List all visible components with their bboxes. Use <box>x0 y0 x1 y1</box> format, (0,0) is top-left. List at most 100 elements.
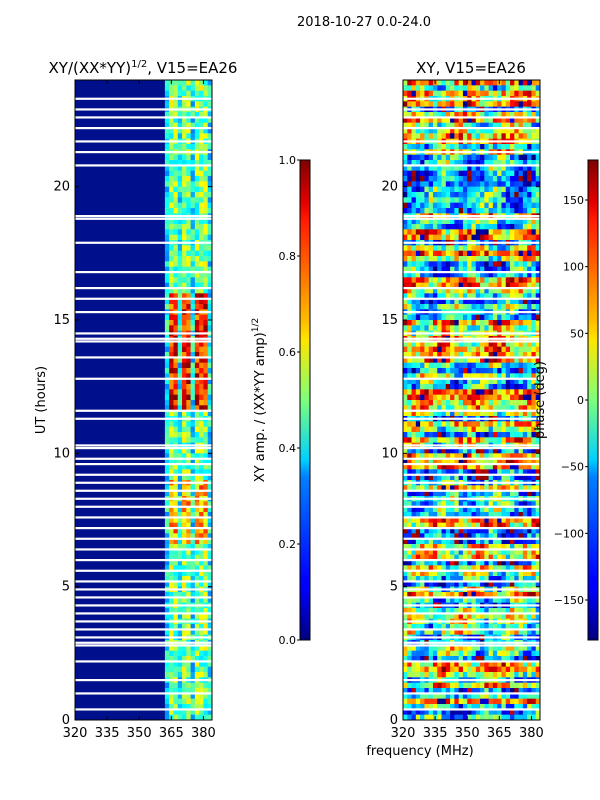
phase-heatmap-cell <box>531 528 537 534</box>
phase-heatmap-cell <box>484 528 490 534</box>
phase-heatmap-cell <box>432 421 438 428</box>
phase-heatmap-cell <box>407 277 412 284</box>
amplitude-heatmap-cell <box>186 656 191 662</box>
phase-heatmap-cell <box>497 528 502 534</box>
phase-heatmap-cell <box>471 208 477 214</box>
amplitude-heatmap-cell <box>186 256 191 262</box>
phase-heatmap-cell <box>450 554 455 561</box>
phase-heatmap-cell <box>454 629 460 636</box>
phase-heatmap-cell <box>484 432 490 438</box>
phase-heatmap-cell <box>454 346 460 353</box>
amplitude-heatmap-cell <box>182 165 187 172</box>
phase-heatmap-cell <box>467 437 472 444</box>
phase-heatmap-cell <box>454 432 460 438</box>
phase-heatmap-cell <box>522 400 528 406</box>
phase-heatmap-cell <box>411 250 417 257</box>
phase-heatmap-cell <box>441 661 447 668</box>
phase-heatmap-cell <box>467 165 472 172</box>
amplitude-heatmap-cell <box>177 170 183 177</box>
amplitude-heatmap-cell <box>182 682 187 689</box>
amplitude-heatmap-cell <box>199 346 204 353</box>
phase-heatmap-cell <box>501 512 507 518</box>
phase-heatmap-cell <box>420 197 425 204</box>
phase-heatmap-cell <box>492 176 498 182</box>
phase-heatmap-cell <box>522 608 528 614</box>
amplitude-heatmap-cell <box>194 698 200 705</box>
phase-heatmap-cell <box>497 229 502 236</box>
phase-heatmap-cell <box>471 389 477 396</box>
phase-heatmap-cell <box>403 650 408 657</box>
amplitude-heatmap-cell <box>194 448 200 454</box>
amplitude-heatmap-cell <box>203 400 209 406</box>
phase-heatmap-cell <box>522 197 528 204</box>
phase-heatmap-cell <box>407 176 412 182</box>
amplitude-flagged-row <box>75 332 212 335</box>
phase-heatmap-cell <box>420 250 425 257</box>
phase-heatmap-cell <box>411 272 417 278</box>
phase-heatmap-cell <box>480 666 485 673</box>
phase-heatmap-cell <box>492 613 498 620</box>
phase-heatmap-cell <box>411 256 417 262</box>
amplitude-heatmap-cell <box>190 314 196 321</box>
phase-heatmap-cell <box>428 202 434 209</box>
phase-heatmap-cell <box>484 90 490 97</box>
phase-heatmap-cell <box>475 170 481 177</box>
phase-heatmap-cell <box>441 672 447 678</box>
amplitude-heatmap-cell <box>182 517 187 524</box>
phase-heatmap-cell <box>531 490 537 497</box>
phase-heatmap-cell <box>407 373 412 380</box>
amplitude-heatmap-cell <box>190 714 196 720</box>
phase-heatmap-cell <box>424 474 430 481</box>
phase-heatmap-cell <box>403 154 408 161</box>
amplitude-flagged-row <box>75 140 212 143</box>
amplitude-axes-frame <box>74 79 213 721</box>
phase-heatmap-cell <box>411 389 417 396</box>
phase-heatmap-cell <box>437 613 442 620</box>
phase-heatmap-cell <box>475 117 481 124</box>
phase-heatmap-cell <box>501 384 507 390</box>
phase-heatmap-cell <box>437 501 442 508</box>
phase-heatmap-cell <box>535 437 540 444</box>
phase-heatmap-cell <box>437 506 442 513</box>
phase-heatmap-cell <box>475 320 481 326</box>
phase-heatmap-cell <box>467 522 472 529</box>
phase-heatmap-cell <box>424 437 430 444</box>
phase-heatmap-cell <box>454 128 460 134</box>
phase-heatmap-cell <box>531 437 537 444</box>
amplitude-heatmap-cell <box>164 133 170 140</box>
amplitude-heatmap-cell <box>182 576 187 582</box>
phase-heatmap-cell <box>501 592 507 598</box>
phase-heatmap-cell <box>467 154 472 161</box>
phase-heatmap-cell <box>450 474 455 481</box>
amplitude-flagged-row <box>75 708 212 711</box>
phase-heatmap-cell <box>415 272 421 278</box>
amplitude-heatmap-cell <box>190 298 196 305</box>
phase-heatmap-cell <box>471 613 477 620</box>
phase-heatmap-cell <box>403 362 408 369</box>
phase-heatmap-cell <box>415 218 421 225</box>
amplitude-heatmap-cell <box>203 202 209 209</box>
phase-heatmap-cell <box>407 650 412 657</box>
phase-heatmap-cell <box>518 400 524 406</box>
amplitude-heatmap-cell <box>190 352 196 358</box>
phase-heatmap-cell <box>480 597 485 604</box>
amplitude-heatmap-cell <box>169 645 174 652</box>
phase-heatmap-cell <box>527 293 532 300</box>
phase-heatmap-cell <box>514 293 519 300</box>
phase-heatmap-cell <box>424 176 430 182</box>
phase-heatmap-cell <box>458 250 464 257</box>
phase-heatmap-cell <box>531 181 537 188</box>
phase-heatmap-cell <box>462 346 468 353</box>
phase-heatmap-cell <box>527 448 532 454</box>
phase-heatmap-cell <box>488 117 494 124</box>
phase-heatmap-cell <box>441 389 447 396</box>
phase-heatmap-cell <box>501 368 507 374</box>
phase-heatmap-cell <box>475 570 481 577</box>
phase-heatmap-cell <box>454 421 460 428</box>
phase-heatmap-cell <box>415 144 421 150</box>
amplitude-heatmap-cell <box>169 101 174 108</box>
phase-heatmap-cell <box>441 522 447 529</box>
phase-heatmap-cell <box>488 368 494 374</box>
phase-heatmap-cell <box>531 165 537 172</box>
phase-heatmap-cell <box>492 400 498 406</box>
